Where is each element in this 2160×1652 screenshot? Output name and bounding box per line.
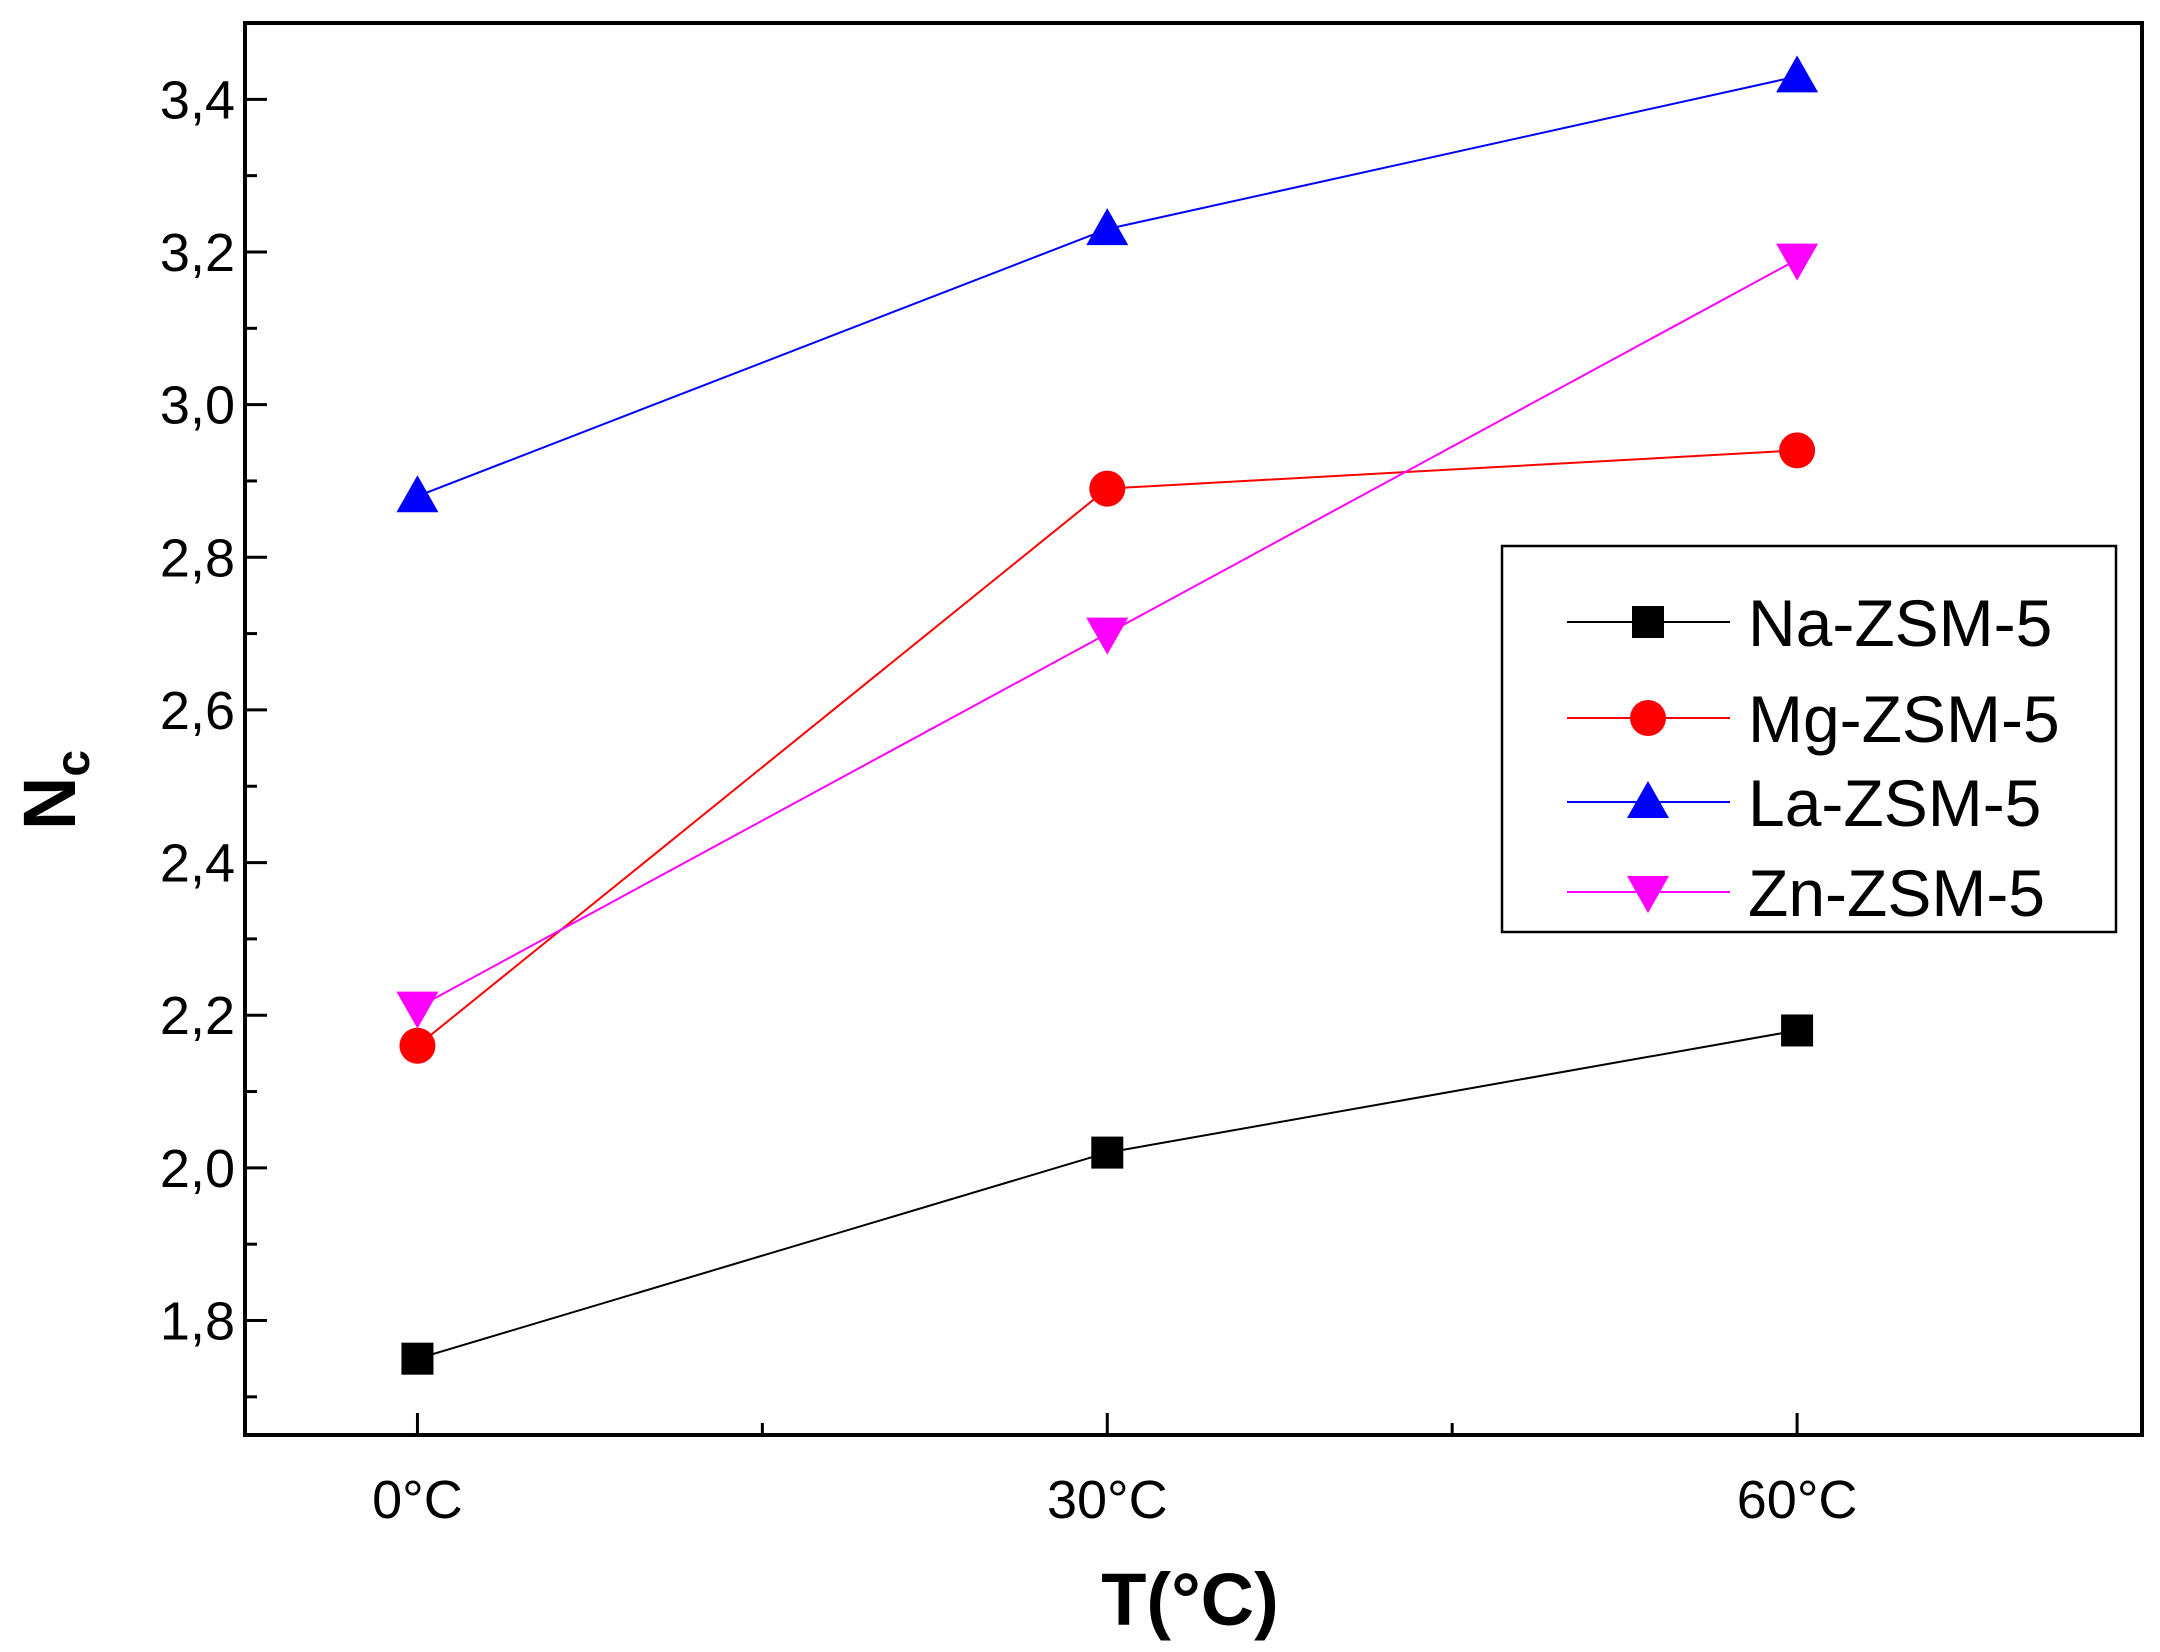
legend-marker-la-zsm-5: [1627, 781, 1669, 818]
axes-ticks: 1,8 2,0 2,2 2,4 2,6 2,8 3,0 3,2 3,4 0°C 30°C 60°C: [160, 21, 1858, 1530]
plot-frame: [243, 21, 2144, 1437]
svg-text:Nc: Nc: [8, 750, 100, 830]
data-point-na-zsm-5: [401, 1342, 434, 1375]
data-point-la-zsm-5: [1776, 55, 1819, 93]
data-point-zn-zsm-5: [1086, 617, 1129, 655]
data-point-la-zsm-5: [1086, 208, 1129, 246]
y-axis-title-subscript: c: [47, 750, 100, 777]
x-tick-label: 30°C: [1047, 1470, 1168, 1530]
y-tick-label: 3,0: [160, 376, 235, 436]
series-group: [396, 55, 1819, 1375]
y-tick-label: 2,6: [160, 681, 235, 741]
legend-box: [1500, 544, 2118, 934]
plot-area: [243, 21, 2144, 1437]
data-point-zn-zsm-5: [1776, 243, 1819, 281]
data-point-zn-zsm-5: [396, 991, 439, 1029]
series-na-zsm-5: [401, 1014, 1814, 1375]
y-axis-title-main: N: [8, 777, 91, 830]
legend-label-zn-zsm-5: Zn-ZSM-5: [1748, 856, 2045, 930]
x-axis-title: T(°C): [1101, 1558, 1279, 1641]
data-point-la-zsm-5: [396, 475, 439, 513]
legend-label-na-zsm-5: Na-ZSM-5: [1748, 586, 2052, 660]
legend-label-la-zsm-5: La-ZSM-5: [1748, 766, 2041, 840]
data-point-na-zsm-5: [1091, 1136, 1124, 1169]
legend: Na-ZSM-5 Mg-ZSM-5 La-ZSM-5 Zn-ZSM-5: [1500, 544, 2118, 934]
series-la-zsm-5: [396, 55, 1819, 513]
y-tick-label: 2,0: [160, 1139, 235, 1199]
y-tick-label: 2,4: [160, 834, 235, 894]
y-tick-label: 1,8: [160, 1292, 235, 1352]
data-point-mg-zsm-5: [1779, 432, 1816, 469]
legend-marker-zn-zsm-5: [1627, 876, 1669, 913]
y-tick-label: 3,2: [160, 223, 235, 283]
series-line-na-zsm-5: [417, 1029, 1798, 1360]
legend-marker-mg-zsm-5: [1630, 700, 1666, 736]
series-zn-zsm-5: [396, 243, 1819, 1029]
y-tick-label: 3,4: [160, 70, 235, 130]
series-mg-zsm-5: [399, 432, 1816, 1064]
y-axis-title: Nc: [8, 750, 100, 830]
x-tick-label: 60°C: [1737, 1470, 1858, 1530]
data-point-mg-zsm-5: [399, 1027, 436, 1064]
legend-label-mg-zsm-5: Mg-ZSM-5: [1748, 682, 2060, 756]
data-point-mg-zsm-5: [1089, 470, 1126, 507]
x-tick-label: 0°C: [372, 1470, 463, 1530]
y-tick-label: 2,8: [160, 528, 235, 588]
data-point-na-zsm-5: [1781, 1014, 1814, 1047]
y-tick-label: 2,2: [160, 986, 235, 1046]
legend-marker-na-zsm-5: [1632, 606, 1664, 638]
series-line-la-zsm-5: [417, 75, 1798, 498]
